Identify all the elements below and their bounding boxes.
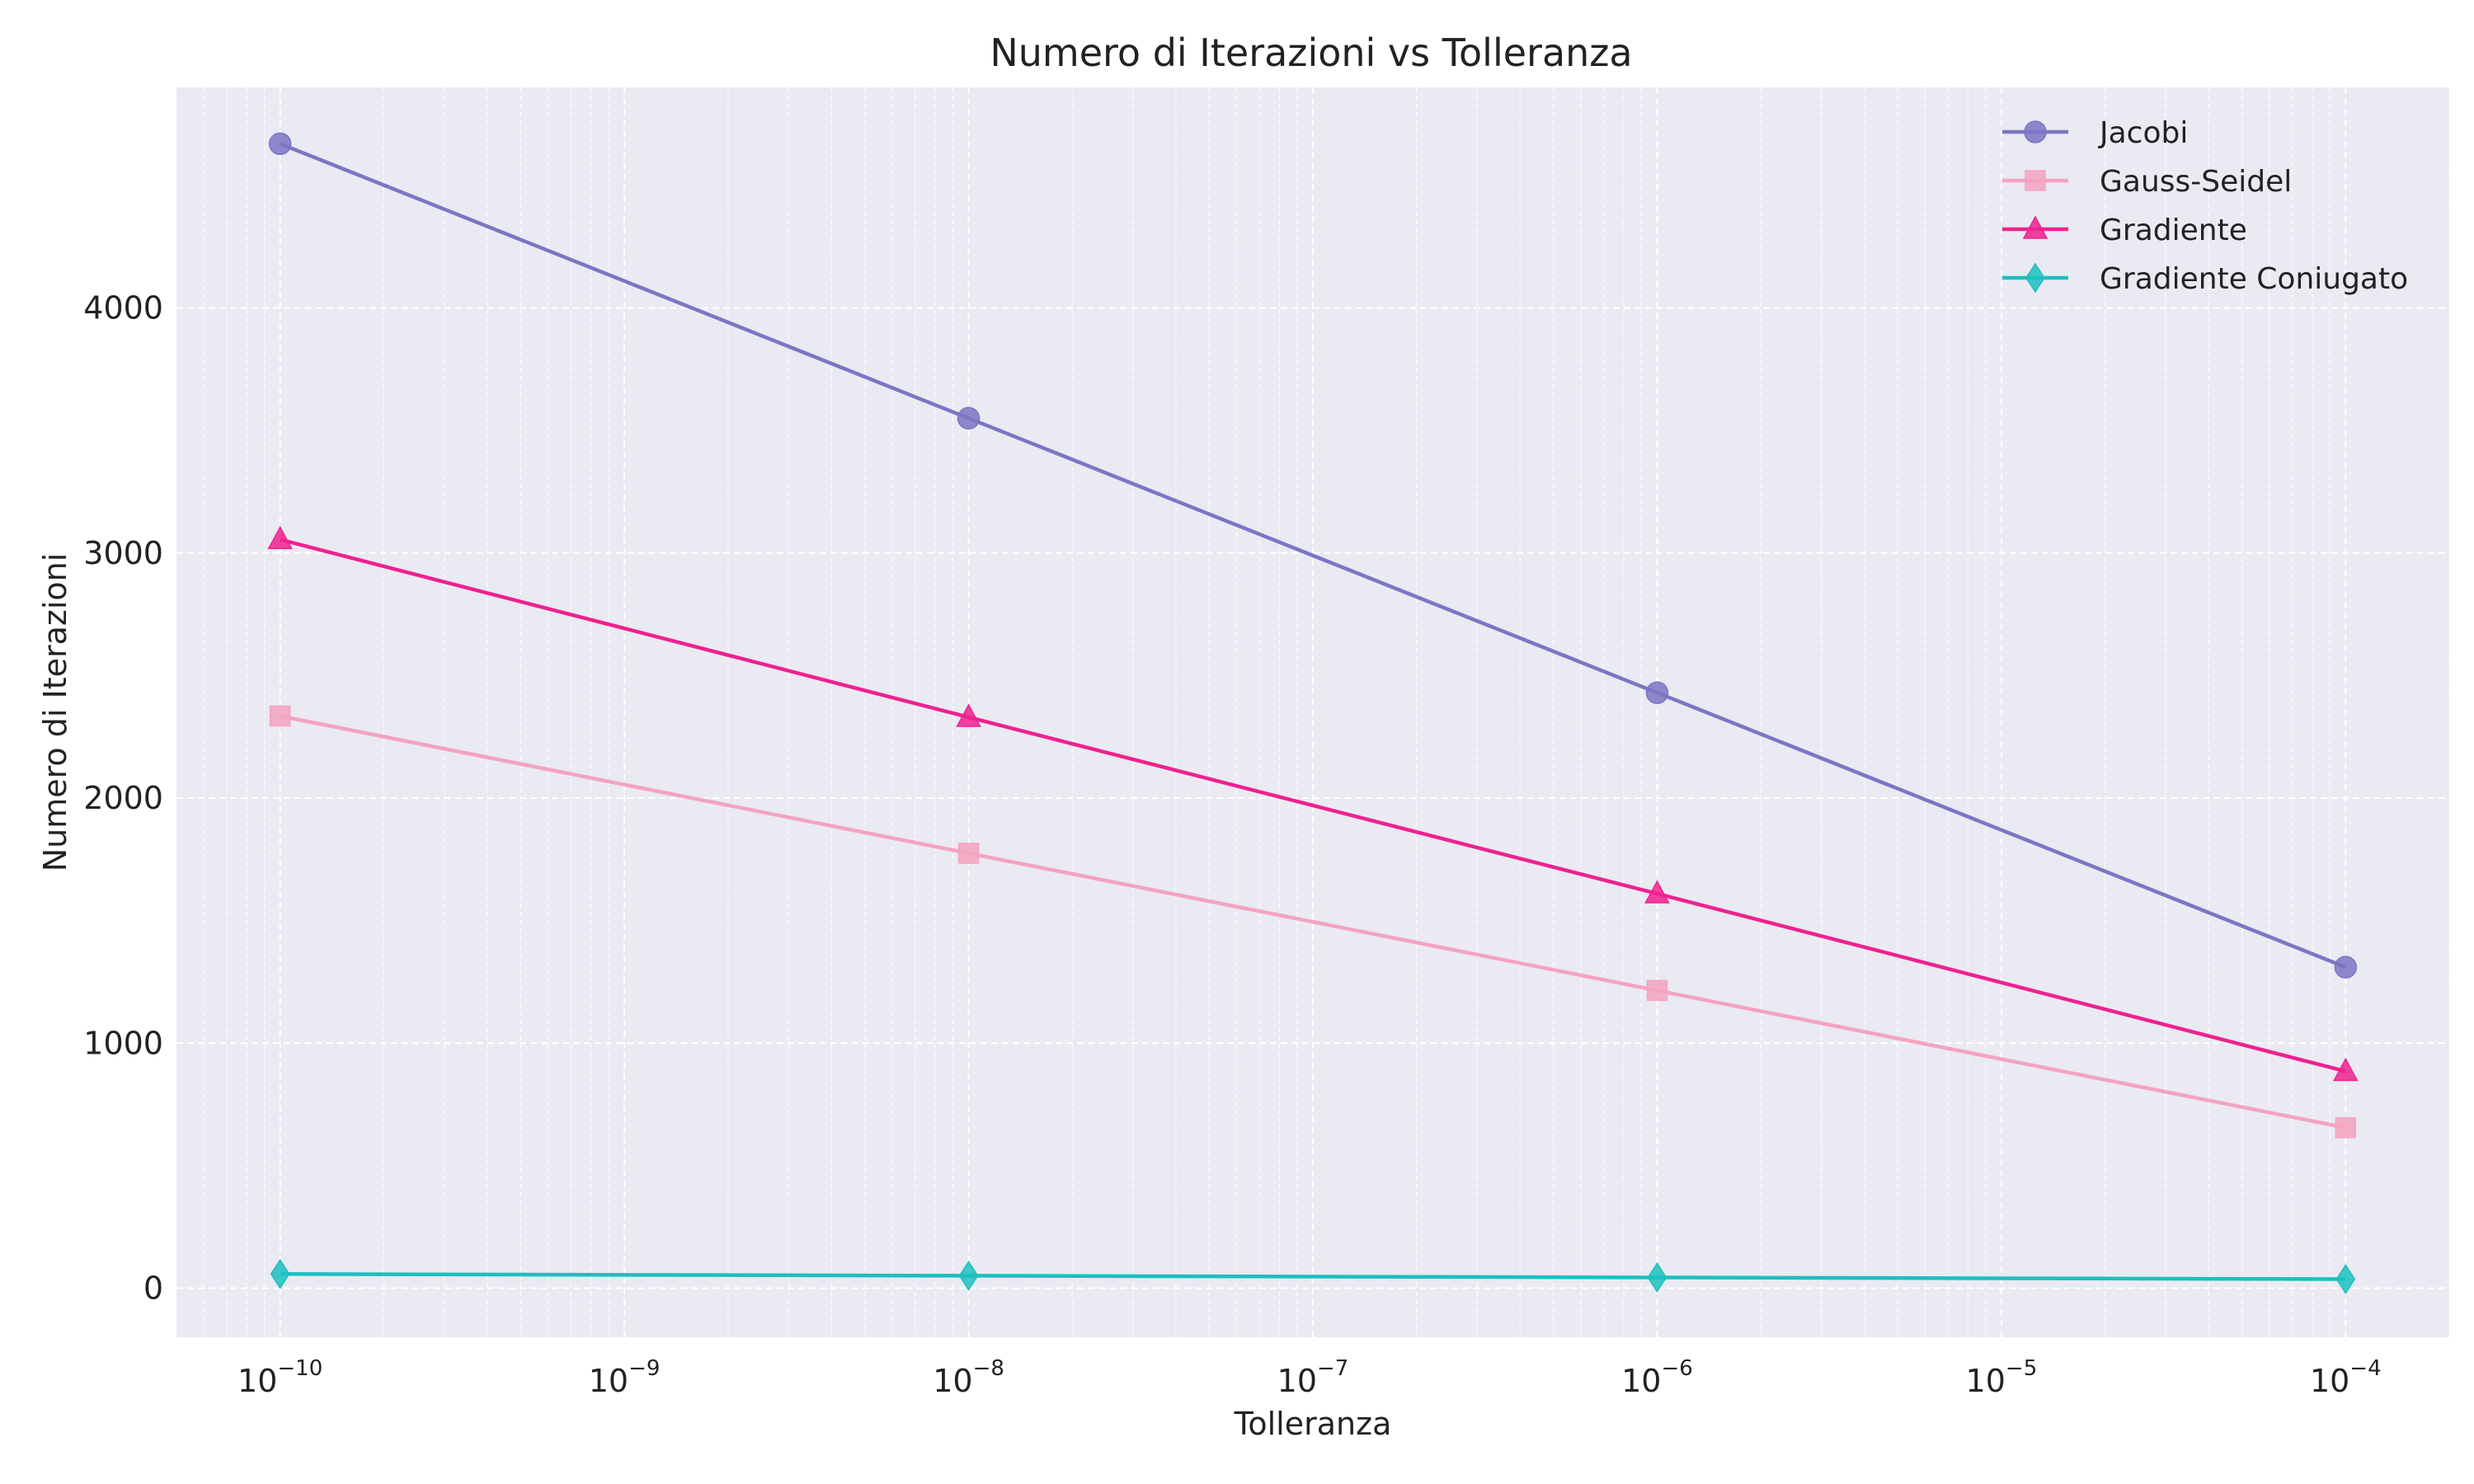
- x-tick-exponent: −8: [973, 1356, 1004, 1381]
- svg-text:10−4: 10−4: [2310, 1356, 2382, 1399]
- series-line: [280, 714, 2346, 1130]
- x-tick-base: 10: [238, 1363, 277, 1399]
- legend: Jacobi Gauss-Seidel Gradiente Gradiente Con…: [2002, 116, 2408, 296]
- data-point: [269, 705, 291, 727]
- legend-item: Gradiente Coniugato: [2002, 262, 2408, 296]
- data-point: [956, 703, 981, 727]
- data-point: [2025, 170, 2046, 191]
- legend-label: Jacobi: [2098, 116, 2188, 150]
- minor-gridlines: [203, 87, 2450, 1337]
- legend-item: Gradiente: [2002, 214, 2247, 247]
- data-point: [2333, 1057, 2359, 1082]
- x-tick-exponent: −9: [628, 1356, 660, 1381]
- x-axis-label: Tolleranza: [1234, 1406, 1392, 1442]
- chart-title: Numero di Iterazioni vs Tolleranza: [990, 31, 1632, 75]
- data-point: [2334, 956, 2358, 979]
- x-tick-label: 10−5: [1966, 1356, 2038, 1399]
- series-line: [280, 1272, 2346, 1281]
- x-tick-base: 10: [589, 1363, 628, 1399]
- x-tick-base: 10: [2310, 1363, 2349, 1399]
- data-point: [2025, 262, 2045, 294]
- series-layer: [267, 132, 2359, 1294]
- data-point: [2022, 215, 2048, 239]
- legend-item: Jacobi: [2002, 116, 2188, 150]
- series-gauss-seidel: [269, 705, 2357, 1139]
- legend-label: Gradiente Coniugato: [2100, 262, 2408, 296]
- y-axis-ticks: 0 1000 2000 3000 4000: [83, 290, 163, 1307]
- legend-label: Gauss-Seidel: [2100, 165, 2292, 199]
- x-tick-label: 10−6: [1621, 1356, 1693, 1399]
- data-point: [270, 1258, 290, 1289]
- data-point: [2335, 1264, 2356, 1294]
- svg-text:10−7: 10−7: [1277, 1356, 1349, 1399]
- data-point: [1644, 880, 1670, 904]
- x-tick-exponent: −6: [1661, 1356, 1692, 1381]
- data-point: [958, 1261, 979, 1291]
- series-gradiente: [267, 525, 2359, 1082]
- x-tick-label: 10−8: [933, 1356, 1004, 1399]
- svg-text:10−8: 10−8: [933, 1356, 1004, 1399]
- data-point: [2335, 1117, 2357, 1139]
- data-point: [268, 132, 292, 156]
- x-tick-exponent: −10: [277, 1356, 322, 1381]
- x-tick-base: 10: [1621, 1363, 1661, 1399]
- x-tick-label: 10−9: [589, 1356, 661, 1399]
- x-axis-ticks: 10−10 10−9 10−8 10−7 10−6 10−5 10−4: [238, 1356, 2382, 1399]
- data-point: [1647, 1262, 1667, 1293]
- y-tick-label: 3000: [83, 535, 163, 571]
- data-point: [2024, 120, 2047, 143]
- legend-item: Gauss-Seidel: [2002, 165, 2292, 199]
- x-tick-base: 10: [1277, 1363, 1317, 1399]
- data-point: [1645, 681, 1669, 704]
- x-tick-base: 10: [1966, 1363, 2006, 1399]
- series-line: [279, 142, 2347, 970]
- data-point: [267, 525, 293, 550]
- data-point: [1646, 979, 1668, 1002]
- data-point: [957, 406, 981, 430]
- x-tick-label: 10−10: [238, 1356, 322, 1399]
- series-gradiente-coniugato: [270, 1258, 2356, 1294]
- legend-label: Gradiente: [2100, 214, 2247, 247]
- series-line: [280, 538, 2346, 1073]
- svg-text:10−9: 10−9: [589, 1356, 661, 1399]
- series-jacobi: [268, 132, 2358, 979]
- y-tick-label: 1000: [83, 1025, 163, 1061]
- x-tick-label: 10−7: [1277, 1356, 1349, 1399]
- x-tick-exponent: −4: [2349, 1356, 2381, 1381]
- y-tick-label: 0: [143, 1270, 163, 1307]
- svg-text:10−6: 10−6: [1621, 1356, 1693, 1399]
- x-tick-label: 10−4: [2310, 1356, 2382, 1399]
- y-tick-label: 4000: [83, 290, 163, 326]
- svg-text:10−5: 10−5: [1966, 1356, 2038, 1399]
- x-tick-base: 10: [933, 1363, 972, 1399]
- svg-text:10−10: 10−10: [238, 1356, 322, 1399]
- x-tick-exponent: −5: [2006, 1356, 2037, 1381]
- y-axis-label: Numero di Iterazioni: [37, 553, 73, 872]
- y-tick-label: 2000: [83, 780, 163, 816]
- x-tick-exponent: −7: [1317, 1356, 1348, 1381]
- data-point: [957, 843, 980, 864]
